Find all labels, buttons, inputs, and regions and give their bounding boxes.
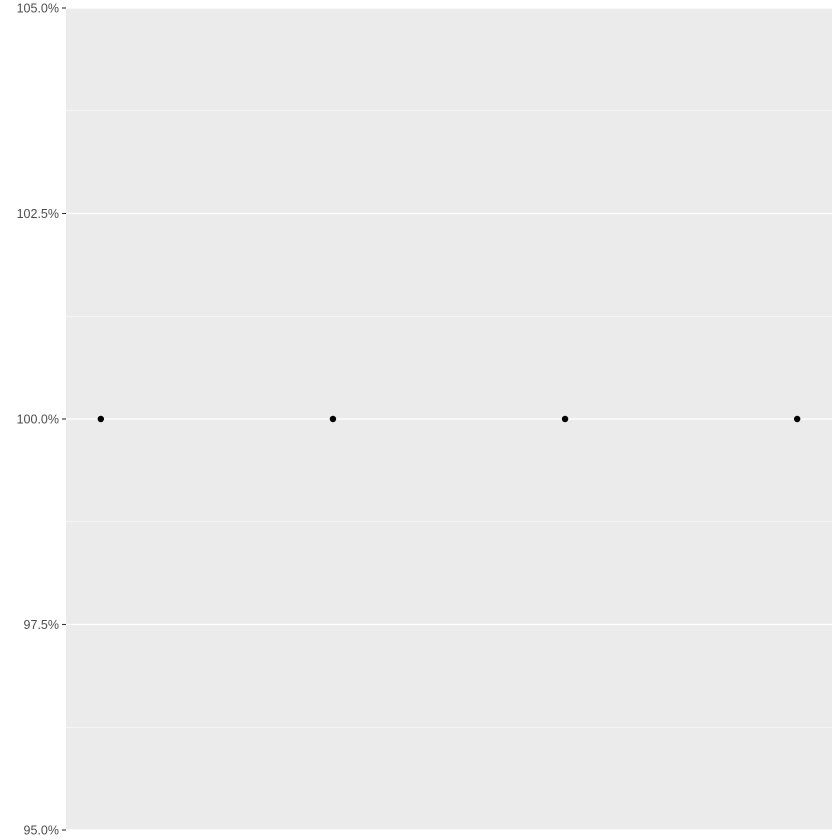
y-axis: 95.0% 97.5% 100.0% 102.5% 105.0% [17,2,66,838]
major-gridlines [66,7,832,831]
data-point [97,415,105,423]
data-point [329,415,337,423]
data-points [97,415,801,423]
y-tick-label: 100.0% [17,413,59,427]
minor-gridlines [66,110,832,728]
data-point [561,415,569,423]
data-point [793,415,801,423]
y-tick-label: 102.5% [17,207,59,221]
y-tick-label: 97.5% [24,618,59,632]
y-tick-label: 95.0% [24,824,59,838]
y-tick-label: 105.0% [17,2,59,16]
